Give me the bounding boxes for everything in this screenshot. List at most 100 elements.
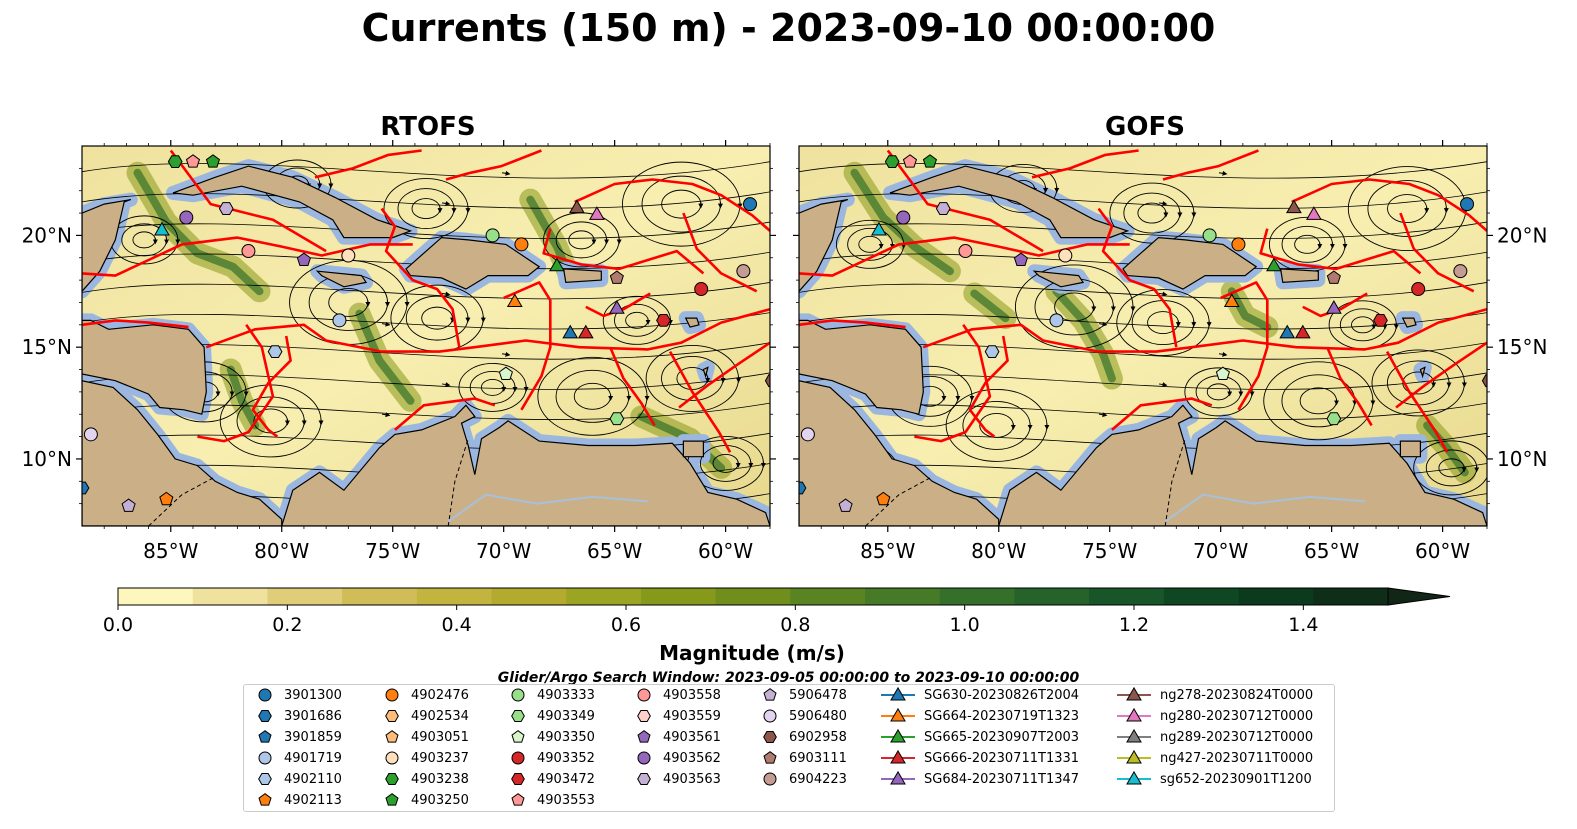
legend-marker: [637, 710, 651, 722]
region-line: [542, 228, 705, 275]
legend-label: 4903561: [663, 729, 721, 745]
obs-marker: [1049, 313, 1064, 328]
legend-label: 3901859: [284, 729, 342, 745]
region-line: [197, 324, 275, 443]
streamline-arrow: [1098, 412, 1108, 418]
y-tick-label: 15°N: [22, 335, 72, 359]
region-line: [169, 149, 327, 253]
legend-marker-icon: [637, 773, 651, 785]
colorbar-segment: [865, 588, 941, 605]
region-line: [678, 341, 770, 409]
legend-entry: 4902110: [254, 769, 342, 789]
legend-marker-icon: [511, 688, 525, 702]
legend-marker: [1126, 686, 1142, 701]
colorbar-segment: [267, 588, 343, 605]
legend-label: SG665-20230907T2003: [924, 729, 1080, 745]
legend-marker: [258, 688, 272, 702]
streamline-arrow: [441, 201, 451, 206]
colorbar: 0.0 0.2 0.4 0.6 0.8 1.0 1.2 1.4 Magnitude (m/s): [103, 587, 1451, 665]
legend-label: 6904223: [789, 771, 847, 787]
land: [172, 165, 413, 239]
legend-marker: [258, 730, 272, 743]
obs-marker: [83, 427, 98, 442]
legend-entry: ng427-20230711T0000: [1116, 748, 1313, 768]
obs-marker: [736, 264, 751, 279]
border: [865, 476, 933, 526]
legend-entry: SG630-20230826T2004: [880, 685, 1079, 705]
legend-marker-icon: [1117, 749, 1151, 764]
legend-marker-icon: [511, 773, 525, 785]
region-line: [574, 178, 770, 232]
obs-marker: [549, 257, 565, 272]
legend-marker-icon: [385, 730, 399, 743]
legend-entry: 6904223: [759, 769, 847, 789]
region-line: [82, 319, 189, 329]
land: [1401, 317, 1417, 328]
legend-entry: 6902958: [759, 727, 847, 747]
land: [1279, 268, 1319, 284]
obs-marker: [800, 427, 815, 442]
streamline-arrow: [1218, 170, 1228, 176]
colorbar-tick-label: 0.2: [272, 614, 302, 636]
legend-marker-icon: [258, 730, 272, 743]
x-tick-label: 65°W: [1304, 539, 1359, 563]
legend-label: 5906478: [789, 687, 847, 703]
land: [1122, 236, 1258, 290]
legend-marker: [1126, 749, 1142, 764]
legend-marker: [511, 773, 525, 785]
legend-marker: [258, 751, 272, 765]
y-tick-label: 10°N: [1497, 447, 1547, 471]
obs-marker: [902, 154, 918, 168]
legend-entry: 4902476: [381, 685, 469, 705]
legend-label: ng280-20230712T0000: [1160, 708, 1314, 724]
panel-title-gofs: GOFS: [1105, 112, 1185, 142]
speed-band-core: [1227, 287, 1272, 332]
streamline-arrow: [1218, 351, 1228, 357]
obs-marker: [1223, 293, 1240, 308]
obs-marker: [267, 345, 283, 359]
y-tick-label: 20°N: [1497, 223, 1547, 247]
legend-entry: SG664-20230719T1323: [880, 706, 1079, 726]
legend-marker: [385, 688, 399, 702]
legend-marker-icon: [258, 773, 272, 785]
speed-band-core: [355, 309, 415, 405]
land: [799, 380, 1000, 526]
obs-marker: [341, 248, 356, 263]
legend-entry: 4903237: [381, 748, 469, 768]
legend-marker: [1126, 728, 1142, 743]
legend-marker: [511, 688, 525, 702]
legend-label: 4903563: [663, 771, 721, 787]
legend-marker: [385, 730, 399, 743]
obs-marker: [1326, 270, 1341, 284]
figure-title: Currents (150 m) - 2023-09-10 00:00:00: [361, 6, 1216, 50]
obs-marker: [870, 221, 887, 236]
region-line: [1259, 228, 1422, 275]
legend-marker: [890, 770, 906, 785]
legend-entry: 4903562: [633, 748, 721, 768]
region-line: [668, 350, 732, 453]
obs-marker: [296, 252, 312, 267]
legend-marker: [385, 773, 399, 785]
legend-label: 4903333: [537, 687, 595, 703]
legend-marker-icon: [385, 710, 399, 722]
legend-label: 4901719: [284, 750, 342, 766]
obs-marker: [332, 313, 347, 328]
obs-marker: [958, 244, 973, 259]
legend-entry: 4903051: [381, 727, 469, 747]
map-frame: [81, 145, 771, 527]
land: [998, 404, 1487, 526]
map-frame: [798, 145, 1488, 527]
legend-label: ng289-20230712T0000: [1160, 729, 1314, 745]
legend-label: 6903111: [789, 750, 847, 766]
legend-label: 4903472: [537, 771, 595, 787]
obs-marker: [884, 155, 900, 169]
region-line: [914, 324, 992, 443]
legend-label: 4903250: [411, 792, 469, 808]
obs-marker: [984, 345, 1000, 359]
legend-marker-icon: [1117, 686, 1151, 701]
legend-label: 4903352: [537, 750, 595, 766]
land: [1032, 270, 1085, 288]
legend-entry: 4902113: [254, 790, 342, 810]
legend-entry: 4903349: [507, 706, 595, 726]
speed-band-core: [133, 168, 264, 296]
